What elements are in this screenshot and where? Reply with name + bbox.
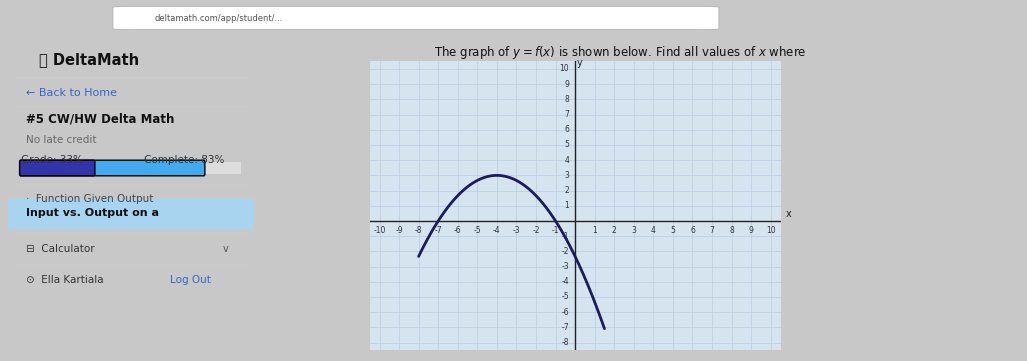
Text: 6: 6 xyxy=(565,125,569,134)
Text: ⊟  Calculator: ⊟ Calculator xyxy=(27,244,94,254)
Text: -8: -8 xyxy=(562,338,569,347)
Text: 5: 5 xyxy=(565,140,569,149)
Text: -2: -2 xyxy=(562,247,569,256)
Text: The graph of $y = f(x)$ is shown below. Find all values of $x$ where: The graph of $y = f(x)$ is shown below. … xyxy=(434,44,807,61)
Text: -2: -2 xyxy=(532,226,540,235)
Text: 🎓 DeltaMath: 🎓 DeltaMath xyxy=(39,52,140,68)
Text: 9: 9 xyxy=(749,226,754,235)
Text: -7: -7 xyxy=(434,226,442,235)
Text: Grade: 33%: Grade: 33% xyxy=(21,155,83,165)
Text: -1: -1 xyxy=(562,232,569,241)
Text: v: v xyxy=(223,244,228,254)
Text: 4: 4 xyxy=(651,226,656,235)
Text: 1: 1 xyxy=(565,201,569,210)
Text: 4: 4 xyxy=(565,156,569,165)
Text: 3: 3 xyxy=(632,226,637,235)
Text: -8: -8 xyxy=(415,226,422,235)
Text: -9: -9 xyxy=(395,226,403,235)
Text: -4: -4 xyxy=(562,277,569,286)
Text: deltamath.com/app/student/...: deltamath.com/app/student/... xyxy=(154,14,282,22)
Bar xyxy=(21,162,241,174)
Text: Log Out: Log Out xyxy=(170,275,212,285)
Text: 7: 7 xyxy=(565,110,569,119)
FancyBboxPatch shape xyxy=(20,160,204,176)
Text: -5: -5 xyxy=(473,226,481,235)
Text: ·  Function Given Output: · Function Given Output xyxy=(27,193,154,204)
Text: -4: -4 xyxy=(493,226,501,235)
Text: $f(x) = 3$.: $f(x) = 3$. xyxy=(434,69,481,84)
Text: 7: 7 xyxy=(710,226,715,235)
Text: No late credit: No late credit xyxy=(27,135,97,145)
Text: y: y xyxy=(577,58,583,68)
Text: 10: 10 xyxy=(560,65,569,74)
FancyBboxPatch shape xyxy=(8,199,254,230)
Text: Complete: 83%: Complete: 83% xyxy=(144,155,225,165)
Text: 8: 8 xyxy=(565,95,569,104)
Text: -1: -1 xyxy=(551,226,560,235)
Text: Input vs. Output on a: Input vs. Output on a xyxy=(27,209,159,218)
FancyBboxPatch shape xyxy=(20,160,94,176)
Text: -6: -6 xyxy=(454,226,461,235)
Text: 6: 6 xyxy=(690,226,695,235)
Text: -6: -6 xyxy=(562,308,569,317)
Text: -3: -3 xyxy=(512,226,521,235)
Text: 2: 2 xyxy=(565,186,569,195)
Text: 10: 10 xyxy=(766,226,775,235)
Text: -10: -10 xyxy=(373,226,386,235)
Text: ← Back to Home: ← Back to Home xyxy=(27,88,117,98)
Text: 3: 3 xyxy=(565,171,569,180)
Text: #5 CW/HW Delta Math: #5 CW/HW Delta Math xyxy=(27,113,175,126)
Text: -5: -5 xyxy=(562,292,569,301)
Text: -7: -7 xyxy=(562,323,569,332)
Text: x: x xyxy=(786,209,791,219)
Text: 1: 1 xyxy=(593,226,597,235)
Text: 8: 8 xyxy=(729,226,734,235)
Text: -3: -3 xyxy=(562,262,569,271)
Text: 2: 2 xyxy=(612,226,616,235)
Text: 9: 9 xyxy=(565,80,569,89)
Text: ⊙  Ella Kartiala: ⊙ Ella Kartiala xyxy=(27,275,104,285)
Text: 5: 5 xyxy=(671,226,676,235)
FancyBboxPatch shape xyxy=(113,6,719,30)
